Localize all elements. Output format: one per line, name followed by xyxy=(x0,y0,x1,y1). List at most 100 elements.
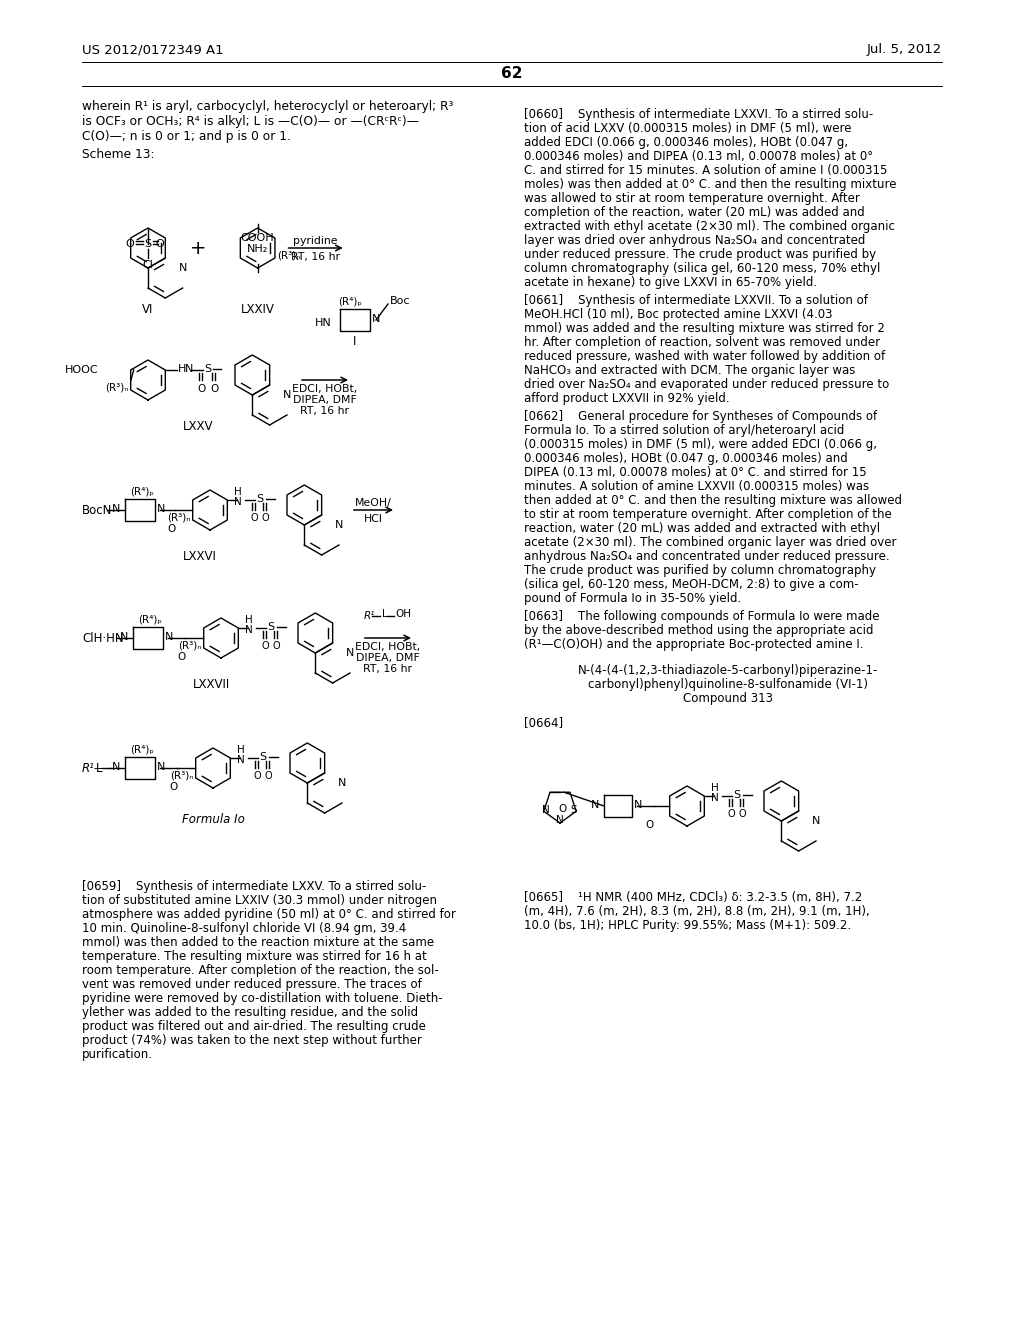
Text: (silica gel, 60-120 mess, MeOH-DCM, 2:8) to give a com-: (silica gel, 60-120 mess, MeOH-DCM, 2:8)… xyxy=(524,578,859,591)
Text: H: H xyxy=(234,487,243,498)
Text: The crude product was purified by column chromatography: The crude product was purified by column… xyxy=(524,564,876,577)
Text: by the above-described method using the appropriate acid: by the above-described method using the … xyxy=(524,624,873,638)
Text: [0661]    Synthesis of intermediate LXXVII. To a solution of: [0661] Synthesis of intermediate LXXVII.… xyxy=(524,294,868,308)
Text: MeOH/: MeOH/ xyxy=(355,498,392,508)
Text: N: N xyxy=(283,389,291,400)
Text: O: O xyxy=(167,524,175,535)
Text: purification.: purification. xyxy=(82,1048,153,1061)
Text: vent was removed under reduced pressure. The traces of: vent was removed under reduced pressure.… xyxy=(82,978,422,991)
Text: Jul. 5, 2012: Jul. 5, 2012 xyxy=(866,44,942,57)
Text: (R⁴)ₚ: (R⁴)ₚ xyxy=(130,744,154,755)
Text: RT, 16 hr: RT, 16 hr xyxy=(300,407,349,416)
Text: N: N xyxy=(812,816,820,826)
Text: then added at 0° C. and then the resulting mixture was allowed: then added at 0° C. and then the resulti… xyxy=(524,494,902,507)
Text: (R⁴)ₚ: (R⁴)ₚ xyxy=(130,487,154,498)
Text: layer was dried over anhydrous Na₂SO₄ and concentrated: layer was dried over anhydrous Na₂SO₄ an… xyxy=(524,234,865,247)
Text: S: S xyxy=(256,494,263,504)
Text: N: N xyxy=(238,755,245,766)
Text: N: N xyxy=(112,504,120,513)
Text: pyridine were removed by co-distillation with toluene. Dieth-: pyridine were removed by co-distillation… xyxy=(82,993,442,1005)
Text: under reduced pressure. The crude product was purified by: under reduced pressure. The crude produc… xyxy=(524,248,877,261)
Text: (R⁴)ₚ: (R⁴)ₚ xyxy=(338,297,361,308)
Text: N: N xyxy=(542,805,550,816)
Text: O: O xyxy=(727,809,735,818)
Text: S: S xyxy=(733,789,740,800)
Text: US 2012/0172349 A1: US 2012/0172349 A1 xyxy=(82,44,223,57)
Text: H: H xyxy=(712,783,719,793)
Text: (R³)ₙ: (R³)ₙ xyxy=(105,383,129,393)
Text: DIPEA (0.13 ml, 0.00078 moles) at 0° C. and stirred for 15: DIPEA (0.13 ml, 0.00078 moles) at 0° C. … xyxy=(524,466,866,479)
Text: H: H xyxy=(246,615,253,624)
Text: HOOC: HOOC xyxy=(66,366,98,375)
Text: EDCI, HOBt,: EDCI, HOBt, xyxy=(292,384,357,393)
Text: ylether was added to the resulting residue, and the solid: ylether was added to the resulting resid… xyxy=(82,1006,418,1019)
Text: [0660]    Synthesis of intermediate LXXVI. To a stirred solu-: [0660] Synthesis of intermediate LXXVI. … xyxy=(524,108,873,121)
Text: reaction, water (20 mL) was added and extracted with ethyl: reaction, water (20 mL) was added and ex… xyxy=(524,521,880,535)
Text: HN: HN xyxy=(315,318,332,327)
Text: N: N xyxy=(178,263,186,273)
Text: BocN: BocN xyxy=(82,503,113,516)
Text: N: N xyxy=(120,632,128,642)
Text: [0659]    Synthesis of intermediate LXXV. To a stirred solu-: [0659] Synthesis of intermediate LXXV. T… xyxy=(82,880,426,894)
Text: VI: VI xyxy=(142,304,154,315)
Text: O: O xyxy=(272,642,281,651)
Text: acetate (2×30 ml). The combined organic layer was dried over: acetate (2×30 ml). The combined organic … xyxy=(524,536,896,549)
Text: O: O xyxy=(254,771,261,781)
Text: room temperature. After completion of the reaction, the sol-: room temperature. After completion of th… xyxy=(82,964,438,977)
Text: (R³)ₙ: (R³)ₙ xyxy=(170,771,194,781)
Text: O: O xyxy=(126,239,134,249)
Text: N: N xyxy=(185,364,194,374)
Text: is OCF₃ or OCH₃; R⁴ is alkyl; L is —C(O)— or —(CRᶜRᶜ)—: is OCF₃ or OCH₃; R⁴ is alkyl; L is —C(O)… xyxy=(82,115,419,128)
Text: tion of substituted amine LXXIV (30.3 mmol) under nitrogen: tion of substituted amine LXXIV (30.3 mm… xyxy=(82,894,437,907)
Text: H: H xyxy=(178,364,186,374)
Text: LXXVII: LXXVII xyxy=(193,678,229,690)
Text: was allowed to stir at room temperature overnight. After: was allowed to stir at room temperature … xyxy=(524,191,860,205)
Text: temperature. The resulting mixture was stirred for 16 h at: temperature. The resulting mixture was s… xyxy=(82,950,427,964)
Text: Compound 313: Compound 313 xyxy=(683,692,773,705)
Text: S: S xyxy=(259,752,266,762)
Text: 10 min. Quinoline-8-sulfonyl chloride VI (8.94 gm, 39.4: 10 min. Quinoline-8-sulfonyl chloride VI… xyxy=(82,921,407,935)
Text: pound of Formula Io in 35-50% yield.: pound of Formula Io in 35-50% yield. xyxy=(524,591,741,605)
Text: DIPEA, DMF: DIPEA, DMF xyxy=(356,653,420,663)
Text: ClH·HN: ClH·HN xyxy=(82,631,124,644)
Text: N: N xyxy=(112,762,120,772)
Text: Cl: Cl xyxy=(142,260,154,271)
Text: 0.000346 moles), HOBt (0.047 g, 0.000346 moles) and: 0.000346 moles), HOBt (0.047 g, 0.000346… xyxy=(524,451,848,465)
Text: RT, 16 hr: RT, 16 hr xyxy=(291,252,340,261)
Text: NH₂: NH₂ xyxy=(247,244,268,253)
Text: MeOH.HCl (10 ml), Boc protected amine LXXVI (4.03: MeOH.HCl (10 ml), Boc protected amine LX… xyxy=(524,308,833,321)
Text: HCl: HCl xyxy=(364,513,383,524)
Text: mmol) was added and the resulting mixture was stirred for 2: mmol) was added and the resulting mixtur… xyxy=(524,322,885,335)
Text: [0663]    The following compounds of Formula Io were made: [0663] The following compounds of Formul… xyxy=(524,610,880,623)
Text: Boc: Boc xyxy=(390,296,411,306)
Text: DIPEA, DMF: DIPEA, DMF xyxy=(293,395,356,405)
Text: pyridine: pyridine xyxy=(294,236,338,246)
Text: column chromatography (silica gel, 60-120 mess, 70% ethyl: column chromatography (silica gel, 60-12… xyxy=(524,261,881,275)
Text: R¹: R¹ xyxy=(364,611,376,620)
Text: Scheme 13:: Scheme 13: xyxy=(82,148,155,161)
Text: atmosphere was added pyridine (50 ml) at 0° C. and stirred for: atmosphere was added pyridine (50 ml) at… xyxy=(82,908,456,921)
Text: 0.000346 moles) and DIPEA (0.13 ml, 0.00078 moles) at 0°: 0.000346 moles) and DIPEA (0.13 ml, 0.00… xyxy=(524,150,873,162)
Text: S: S xyxy=(144,239,152,249)
Text: [0665]    ¹H NMR (400 MHz, CDCl₃) δ: 3.2-3.5 (m, 8H), 7.2: [0665] ¹H NMR (400 MHz, CDCl₃) δ: 3.2-3.… xyxy=(524,891,862,904)
Text: H: H xyxy=(238,744,245,755)
Text: N: N xyxy=(335,520,343,531)
Text: LXXIV: LXXIV xyxy=(241,304,274,315)
Text: wherein R¹ is aryl, carbocyclyl, heterocyclyl or heteroaryl; R³: wherein R¹ is aryl, carbocyclyl, heteroc… xyxy=(82,100,454,114)
Text: LXXV: LXXV xyxy=(182,420,213,433)
Text: LXXVI: LXXVI xyxy=(183,550,217,564)
Text: acetate in hexane) to give LXXVI in 65-70% yield.: acetate in hexane) to give LXXVI in 65-7… xyxy=(524,276,817,289)
Text: N: N xyxy=(634,800,642,810)
Text: (R³)ₙ: (R³)ₙ xyxy=(167,513,190,523)
Text: O: O xyxy=(261,642,269,651)
Text: (0.000315 moles) in DMF (5 ml), were added EDCI (0.066 g,: (0.000315 moles) in DMF (5 ml), were add… xyxy=(524,438,877,451)
Text: O: O xyxy=(251,513,258,523)
Text: O: O xyxy=(156,239,165,249)
Text: O: O xyxy=(169,781,177,792)
Text: O: O xyxy=(210,384,218,393)
Text: (R¹—C(O)OH) and the appropriate Boc-protected amine I.: (R¹—C(O)OH) and the appropriate Boc-prot… xyxy=(524,638,863,651)
Text: +: + xyxy=(189,239,206,257)
Text: to stir at room temperature overnight. After completion of the: to stir at room temperature overnight. A… xyxy=(524,508,892,521)
Text: N: N xyxy=(157,762,165,772)
Text: (m, 4H), 7.6 (m, 2H), 8.3 (m, 2H), 8.8 (m, 2H), 9.1 (m, 1H),: (m, 4H), 7.6 (m, 2H), 8.3 (m, 2H), 8.8 (… xyxy=(524,906,869,917)
